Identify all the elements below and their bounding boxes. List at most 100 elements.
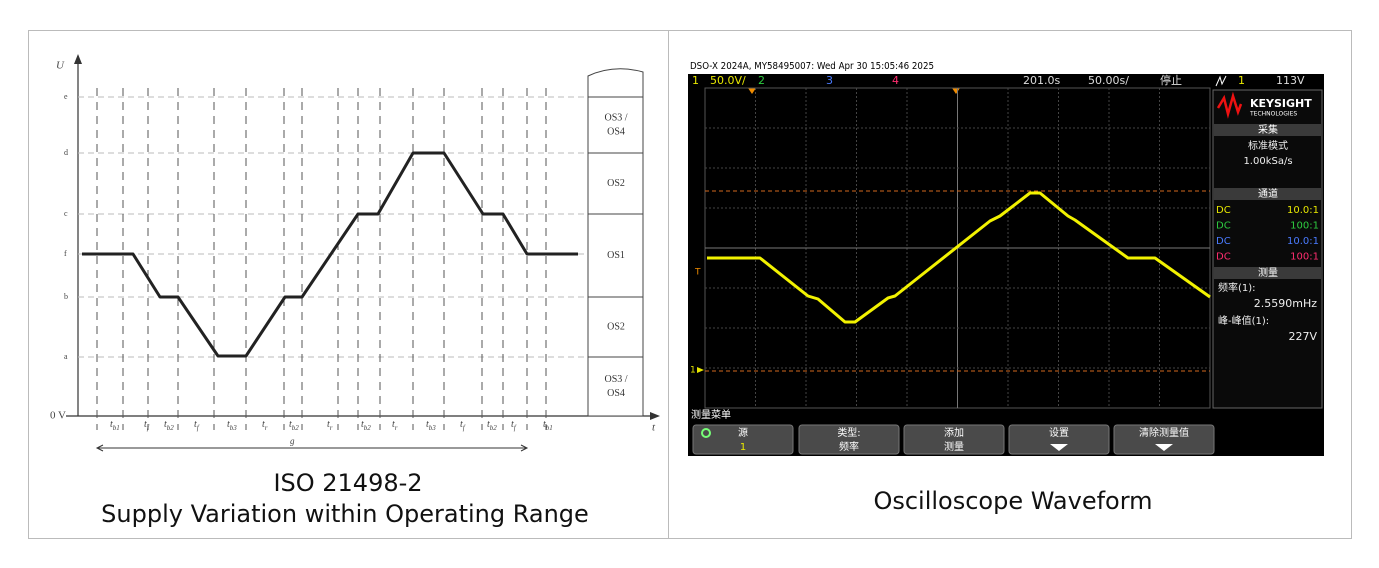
softkey[interactable] — [1008, 424, 1110, 455]
time-label-sub: r — [330, 424, 333, 432]
section-header — [1214, 124, 1321, 136]
y-axis-arrow — [74, 54, 82, 64]
softkey[interactable] — [1113, 424, 1215, 455]
time-label: tf — [460, 419, 466, 431]
level-label: e — [64, 92, 68, 101]
time-label-base: t — [289, 419, 292, 430]
time-label-base: t — [110, 419, 113, 430]
scope-header: DSO-X 2024A, MY58495007: Wed Apr 30 15:0… — [690, 61, 934, 72]
channel-indicator: 4 — [892, 74, 899, 87]
time-label: tb2 — [361, 419, 371, 431]
zone-box — [587, 356, 644, 417]
scope-waveform — [707, 191, 1211, 324]
level-label: a — [64, 352, 68, 361]
time-label: tf — [144, 419, 150, 431]
time-label-base: t — [426, 419, 429, 430]
section-header — [1214, 188, 1321, 200]
level-label: c — [64, 209, 68, 218]
time-label-sub: r — [395, 424, 398, 432]
time-label-sub: f — [197, 424, 200, 432]
section-title: 采集 — [1258, 123, 1278, 136]
menu-title: 测量菜单 — [691, 408, 731, 421]
section-title: 通道 — [1258, 187, 1278, 200]
time-label-sub: f — [514, 424, 517, 432]
time-label-base: t — [144, 419, 147, 430]
time-label-base: t — [460, 419, 463, 430]
measure-label: 频率(1): — [1218, 281, 1256, 294]
time-label-sub: f — [463, 424, 466, 432]
caption-line: ISO 21498-2 — [273, 469, 422, 497]
sidebar — [1212, 89, 1323, 409]
period-arrow-head — [95, 444, 529, 452]
vertical-scale: 50.0V/ — [710, 74, 746, 87]
time-label-sub: b1 — [546, 424, 553, 432]
softkey-icon — [701, 428, 711, 438]
channel-indicator: 3 — [826, 74, 833, 87]
softkey-value: 频率 — [839, 440, 859, 453]
level-label: f — [64, 249, 67, 258]
time-label-base: t — [543, 419, 546, 430]
time-label: tb2 — [289, 419, 299, 431]
time-label-base: t — [262, 419, 265, 430]
softkey-value: 1 — [740, 442, 746, 453]
zone-box — [587, 213, 644, 298]
time-label: tb2 — [487, 419, 497, 431]
trigger-marker: T — [694, 268, 701, 278]
zone-label: OS2 — [607, 321, 625, 332]
softkey-label: 类型: — [837, 426, 860, 439]
period-label: g — [290, 436, 295, 446]
softkey-arrow — [1155, 444, 1173, 451]
x-axis-arrow — [650, 412, 660, 420]
channel-indicator: 2 — [758, 74, 765, 87]
measure-value: 227V — [1288, 330, 1317, 343]
delay: 201.0s — [1023, 74, 1060, 87]
channel-number: 1 — [692, 74, 699, 87]
time-label-base: t — [361, 419, 364, 430]
time-label-sub: f — [147, 424, 150, 432]
channel-coupling: DC — [1216, 252, 1231, 263]
channel-coupling: DC — [1216, 236, 1231, 247]
zone-label: OS4 — [607, 388, 625, 399]
softkey[interactable] — [903, 424, 1005, 455]
time-label-sub: b2 — [490, 424, 498, 432]
zone-label: OS3 / — [604, 112, 627, 123]
x-axis-label: t — [652, 422, 656, 434]
ground-arrow — [697, 367, 704, 373]
zone-box — [587, 96, 644, 154]
trigger-source: 1 — [1238, 74, 1245, 87]
brand-name: KEYSIGHT — [1250, 97, 1312, 110]
time-label: tb1 — [110, 419, 120, 431]
channel-probe: 10.0:1 — [1287, 236, 1319, 247]
zone-label: OS2 — [607, 178, 625, 189]
channel-coupling: DC — [1216, 221, 1231, 232]
softkey[interactable] — [692, 424, 794, 455]
level-label: d — [64, 148, 68, 157]
zone-box — [587, 152, 644, 215]
softkey[interactable] — [798, 424, 900, 455]
time-label-sub: r — [265, 424, 268, 432]
zone-label: OS1 — [607, 250, 625, 261]
time-label-base: t — [227, 419, 230, 430]
caption-line: Supply Variation within Operating Range — [101, 500, 589, 528]
brand-logo — [1216, 91, 1243, 119]
time-label-sub: b2 — [167, 424, 175, 432]
time-label-sub: b3 — [429, 424, 437, 432]
level-label: b — [64, 292, 68, 301]
trigger-level: 113V — [1276, 74, 1305, 87]
channel-probe: 100:1 — [1290, 252, 1319, 263]
measure-label: 峰-峰值(1): — [1218, 314, 1269, 327]
section-title: 测量 — [1258, 266, 1278, 279]
time-label: tr — [327, 419, 333, 431]
softkey-value: 测量 — [944, 440, 964, 453]
supply-waveform — [82, 151, 578, 358]
run-state: 停止 — [1160, 73, 1182, 87]
acq-rate: 1.00kSa/s — [1243, 156, 1292, 167]
zone-label: OS4 — [607, 126, 625, 137]
time-label-base: t — [164, 419, 167, 430]
time-label-base: t — [487, 419, 490, 430]
time-label-base: t — [327, 419, 330, 430]
time-label-base: t — [194, 419, 197, 430]
